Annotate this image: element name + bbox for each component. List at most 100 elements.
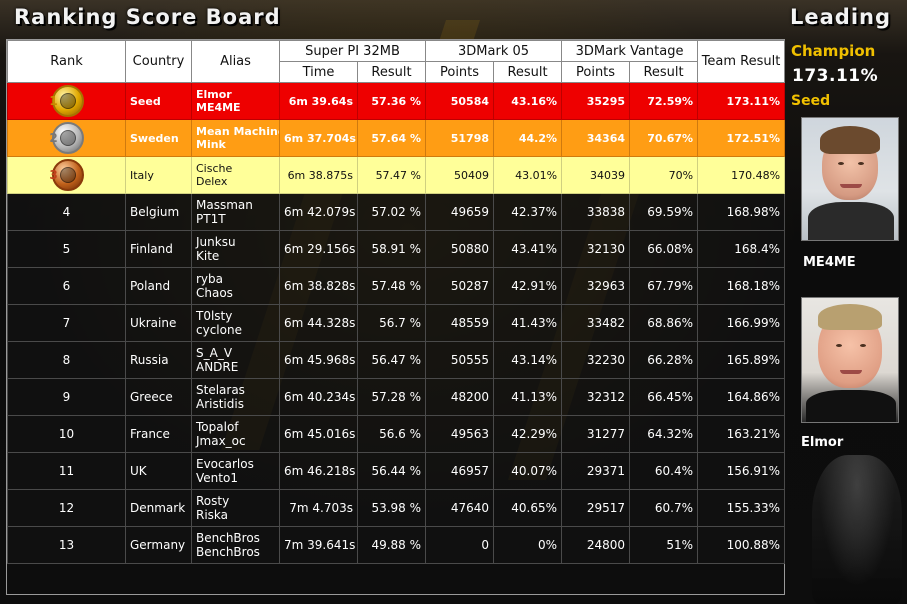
alias-secondary: ANDRE [196,360,239,374]
header-alias[interactable]: Alias [191,40,280,83]
table-row[interactable]: 7 Ukraine T0lsty cyclone 6m 44.328s 56.7 % 485… [7,304,786,342]
3dmark05-result-cell: 0% [493,526,563,564]
vantage-result-cell: 67.79% [629,267,699,305]
3dmark05-result-cell: 40.07% [493,452,563,490]
country-cell: Ukraine [125,304,192,342]
table-row[interactable]: 12 Denmark Rosty Riska 7m 4.703s 53.98 % 47640… [7,489,786,527]
subheader-result[interactable]: Result [356,61,427,83]
table-row[interactable]: 11 UK Evocarlos Vento1 6m 46.218s 56.44 % 4695… [7,452,786,490]
super-pi-time-cell: 6m 38.828s [279,267,358,305]
photo-eye [836,344,842,347]
vantage-points-cell: 33838 [561,193,631,231]
table-row[interactable]: 3 Italy Cische Delex 6m 38.875s 57.47 % 50409 4… [7,156,786,194]
3dmark05-result-cell: 43.01% [493,156,563,194]
3dmark05-points-cell: 50880 [425,230,495,268]
subheader-time[interactable]: Time [279,61,358,83]
alias-cell: S_A_V ANDRE [191,341,280,379]
rank-cell: 3 [7,156,126,194]
3dmark05-points-cell: 50287 [425,267,495,305]
team-result-cell: 155.33% [697,489,786,527]
team-result-cell: 170.48% [697,156,786,194]
vantage-result-cell: 60.4% [629,452,699,490]
country-cell: France [125,415,192,453]
super-pi-time-cell: 6m 38.875s [279,156,358,194]
subheader-result[interactable]: Result [629,61,699,83]
super-pi-result-cell: 56.7 % [356,304,427,342]
alias-secondary: Aristidis [196,397,244,411]
table-row[interactable]: 4 Belgium Massman PT1T 6m 42.079s 57.02 % 4965… [7,193,786,231]
medal-emblem [59,130,76,146]
super-pi-time-cell: 7m 39.641s [279,526,358,564]
photo-shirt [806,390,896,422]
super-pi-time-cell: 7m 4.703s [279,489,358,527]
alias-secondary: Vento1 [196,471,238,485]
table-row[interactable]: 9 Greece Stelaras Aristidis 6m 40.234s 57.28 … [7,378,786,416]
table-row[interactable]: 10 France Topalof Jmax_oc 6m 45.016s 56.6 % 49… [7,415,786,453]
alias-cell: Junksu Kite [191,230,280,268]
table-header-row: Rank Country Alias Super PI 32MB 3DMark … [7,40,786,83]
country-cell: UK [125,452,192,490]
table-row[interactable]: 1 Seed Elmor ME4ME 6m 39.64s 57.36 % 50584 43.1… [7,82,786,120]
page-title: Ranking Score Board [14,5,281,29]
country-cell: Russia [125,341,192,379]
3dmark05-points-cell: 49563 [425,415,495,453]
table-row[interactable]: 8 Russia S_A_V ANDRE 6m 45.968s 56.47 % 50555 4… [7,341,786,379]
alias-cell: Evocarlos Vento1 [191,452,280,490]
vantage-result-cell: 51% [629,526,699,564]
alias-primary: Rosty [196,494,230,508]
table-row[interactable]: 13 Germany BenchBros BenchBros 7m 39.641s 49.… [7,526,786,564]
bronze-medal-icon [51,159,84,191]
super-pi-result-cell: 56.47 % [356,341,427,379]
alias-cell: Topalof Jmax_oc [191,415,280,453]
super-pi-time-cell: 6m 40.234s [279,378,358,416]
vantage-result-cell: 66.45% [629,378,699,416]
champion-label: Champion [791,42,876,60]
3dmark05-points-cell: 50409 [425,156,495,194]
3dmark05-result-cell: 40.65% [493,489,563,527]
table-row[interactable]: 6 Poland ryba Chaos 6m 38.828s 57.48 % 50287 42… [7,267,786,305]
vantage-result-cell: 70% [629,156,699,194]
alias-primary: T0lsty [196,309,233,323]
rank-cell: 12 [7,489,126,527]
alias-primary: Stelaras [196,383,245,397]
alias-cell: Cische Delex [191,156,280,194]
alias-primary: Mean Machine [196,125,280,138]
header-rank[interactable]: Rank [7,40,126,83]
header-country[interactable]: Country [125,40,192,83]
super-pi-result-cell: 57.47 % [356,156,427,194]
vantage-points-cell: 24800 [561,526,631,564]
super-pi-time-cell: 6m 45.016s [279,415,358,453]
header-3dmark-vantage[interactable]: 3DMark Vantage [561,40,699,62]
3dmark05-result-cell: 43.41% [493,230,563,268]
team-result-cell: 156.91% [697,452,786,490]
vantage-points-cell: 34364 [561,119,631,157]
photo-hair [820,126,880,154]
champion-country: Seed [791,93,831,109]
alias-primary: Junksu [196,235,236,249]
champion-score: 173.11% [792,66,879,86]
super-pi-result-cell: 56.44 % [356,452,427,490]
rank-cell: 5 [7,230,126,268]
3dmark05-points-cell: 50584 [425,82,495,120]
table-row[interactable]: 5 Finland Junksu Kite 6m 29.156s 58.91 % 50880… [7,230,786,268]
3dmark05-result-cell: 44.2% [493,119,563,157]
team-result-cell: 100.88% [697,526,786,564]
alias-secondary: Jmax_oc [196,434,246,448]
rank-medal-group: 2 [49,122,84,154]
alias-cell: Rosty Riska [191,489,280,527]
rank-cell: 6 [7,267,126,305]
team-result-cell: 163.21% [697,415,786,453]
subheader-result[interactable]: Result [493,61,563,83]
subheader-points[interactable]: Points [425,61,495,83]
subheader-points[interactable]: Points [561,61,631,83]
alias-primary: ryba [196,272,224,286]
header-3dmark05[interactable]: 3DMark 05 [425,40,563,62]
header-super-pi[interactable]: Super PI 32MB [278,40,427,62]
table-row[interactable]: 2 Sweden Mean Machine Mink 6m 37.704s 57.64 %… [7,119,786,157]
super-pi-result-cell: 56.6 % [356,415,427,453]
ranking-table: Rank Country Alias Super PI 32MB 3DMark … [7,40,786,564]
rank-cell: 8 [7,341,126,379]
header-team-result[interactable]: Team Result [697,40,786,83]
vantage-result-cell: 66.08% [629,230,699,268]
vantage-result-cell: 69.59% [629,193,699,231]
